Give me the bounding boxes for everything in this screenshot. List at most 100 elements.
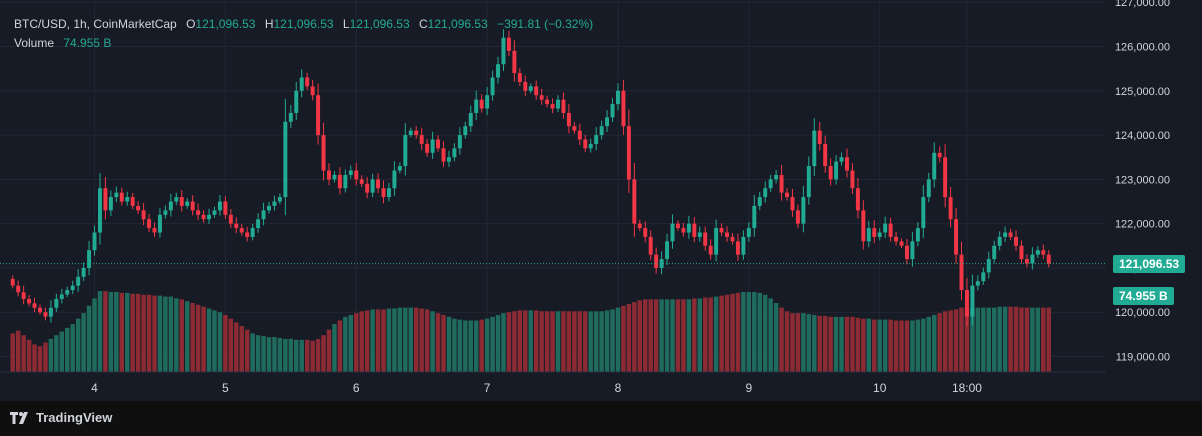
candle-body xyxy=(332,174,337,180)
candle-body xyxy=(964,290,969,317)
candle-body xyxy=(817,130,822,144)
candle-body xyxy=(981,272,986,282)
volume-bar xyxy=(424,309,430,372)
y-tick-label: 126,000.00 xyxy=(1115,42,1170,54)
volume-bar xyxy=(457,319,463,372)
volume-bar xyxy=(643,299,648,372)
volume-bar xyxy=(468,320,473,372)
candle-body xyxy=(719,228,724,233)
candle-body xyxy=(10,279,15,286)
volume-bar xyxy=(866,318,872,372)
candle-body xyxy=(250,228,255,237)
candle-body xyxy=(643,228,648,237)
y-tick-label: 127,000.00 xyxy=(1115,0,1170,9)
volume-label[interactable]: Volume xyxy=(14,36,55,50)
candle-body xyxy=(943,157,948,198)
volume-bar xyxy=(446,316,452,372)
volume-bar xyxy=(915,319,921,372)
volume-bar xyxy=(839,316,844,372)
candle-body xyxy=(823,143,828,167)
candle-body xyxy=(915,228,920,242)
volume-bar xyxy=(659,299,664,372)
candle-body xyxy=(376,179,381,189)
candle-body xyxy=(87,250,92,268)
candle-body xyxy=(228,214,233,224)
close-value: 121,096.53 xyxy=(427,17,488,31)
volume-bar xyxy=(392,308,397,372)
x-tick-label: 5 xyxy=(222,381,229,395)
candle-body xyxy=(654,254,659,268)
tradingview-logo-icon xyxy=(10,411,28,424)
candle-body xyxy=(468,112,473,127)
volume-bar xyxy=(822,315,828,372)
volume-bar xyxy=(937,313,942,372)
volume-bar xyxy=(790,313,795,372)
volume-bar xyxy=(490,316,495,372)
y-tick-label: 120,000.00 xyxy=(1115,307,1170,319)
volume-bar xyxy=(146,294,152,372)
candlestick-chart[interactable]: 119,000.00120,000.00121,000.00122,000.00… xyxy=(0,0,1202,401)
footer: TradingView xyxy=(0,401,1202,436)
volume-bar xyxy=(234,322,239,372)
volume-bar xyxy=(370,309,375,372)
volume-bar xyxy=(970,307,975,372)
volume-bar xyxy=(179,299,184,372)
candle-body xyxy=(757,197,762,206)
x-tick-label: 10 xyxy=(873,381,887,395)
candle-body xyxy=(152,228,157,233)
candle-body xyxy=(752,205,757,229)
y-tick-label: 125,000.00 xyxy=(1115,86,1170,98)
candle-body xyxy=(534,86,539,96)
candle-body xyxy=(768,179,773,189)
candle-body xyxy=(632,179,637,224)
volume-bar xyxy=(283,338,288,372)
candle-body xyxy=(359,179,364,184)
volume-bar xyxy=(408,307,414,372)
tradingview-logo[interactable]: TradingView xyxy=(10,410,112,425)
current-price-tag: 121,096.53 xyxy=(1113,254,1186,273)
candle-body xyxy=(1003,232,1008,237)
candle-body xyxy=(883,223,888,233)
symbol-label[interactable]: BTC/USD, 1h, CoinMarketCap xyxy=(14,17,177,31)
volume-bar xyxy=(615,307,621,372)
candle-body xyxy=(921,197,926,229)
volume-bar xyxy=(1041,307,1046,372)
candle-body xyxy=(16,285,21,293)
candle-body xyxy=(670,223,675,242)
volume-bar xyxy=(381,309,386,372)
candle-body xyxy=(147,219,152,229)
candle-body xyxy=(550,104,555,109)
candle-body xyxy=(256,219,261,229)
volume-bar xyxy=(299,339,304,372)
candle-body xyxy=(932,152,937,180)
volume-bar xyxy=(583,311,588,372)
volume-bar xyxy=(1035,307,1041,372)
candle-body xyxy=(828,166,833,180)
candle-body xyxy=(114,192,119,198)
candle-body xyxy=(850,170,855,189)
candle-body xyxy=(1041,250,1046,255)
candle-body xyxy=(1024,259,1029,264)
volume-bar xyxy=(288,338,294,372)
volume-bar xyxy=(828,316,833,372)
candle-body xyxy=(686,223,691,233)
candle-body xyxy=(485,95,490,109)
candle-body xyxy=(419,135,424,144)
volume-bar xyxy=(544,311,550,372)
chart-area[interactable]: 119,000.00120,000.00121,000.00122,000.00… xyxy=(0,0,1202,401)
volume-bar xyxy=(528,310,533,372)
volume-bar xyxy=(539,311,544,372)
candle-body xyxy=(774,174,779,180)
volume-bar xyxy=(910,320,915,372)
volume-bar xyxy=(517,310,523,372)
candle-body xyxy=(806,166,811,198)
candle-body xyxy=(1014,236,1019,246)
volume-bar xyxy=(953,309,959,372)
candle-body xyxy=(463,126,468,136)
volume-bar xyxy=(86,305,92,372)
candle-body xyxy=(583,139,588,149)
candle-body xyxy=(299,77,304,91)
volume-bar xyxy=(495,314,501,372)
volume-bar xyxy=(932,314,937,372)
volume-bar xyxy=(991,307,997,372)
